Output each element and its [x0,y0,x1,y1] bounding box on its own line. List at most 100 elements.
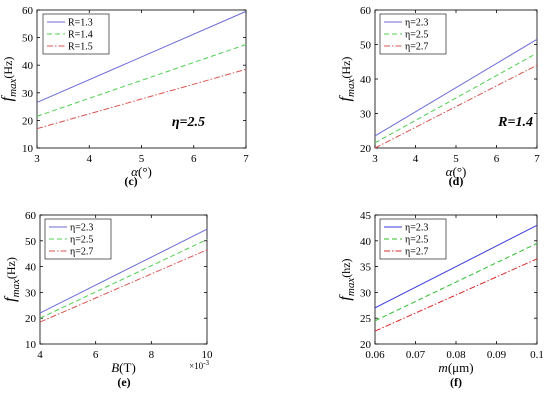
legend-label: η=2.3 [405,223,428,234]
x-axis-unit: (°) [138,164,152,179]
y-tick-label: 40 [360,74,372,86]
x-multiplier-exp: -3 [203,359,209,367]
chart-panel-2: 3 4 5 6 7 20 30 40 50 60 α(°) fmax(Hz) η=2.3η=2.5η=2… [337,5,540,179]
y-tick-label: 60 [25,210,37,222]
y-tick-label: 25 [360,313,372,325]
x-tick-label: 10 [202,349,214,361]
x-tick-label: 0.08 [446,349,466,361]
series-line-2 [36,44,247,117]
legend-box [379,13,447,55]
legend-label: η=2.3 [405,18,428,29]
y-tick-label: 10 [25,339,37,351]
y-tick-label: 45 [360,210,372,222]
y-tick-label: 20 [360,339,372,351]
x-tick-label: 0.1 [530,349,544,361]
x-tick-label: 6 [191,153,197,165]
x-tick-label: 6 [494,153,500,165]
legend-label: η=2.5 [405,30,428,41]
y-axis-label: fmax(Hz) [2,257,22,302]
legend-box [44,218,112,260]
y-tick-label: 20 [25,313,37,325]
series-line-2 [374,242,538,322]
x-tick-label: 0.07 [406,349,426,361]
x-axis-unit: (μm) [448,360,474,375]
y-tick-label: 30 [360,109,372,121]
x-axis-unit: (°) [452,164,466,179]
series-line-1 [374,224,538,309]
legend-label: η=2.5 [70,235,93,246]
x-axis-var: α [446,164,454,179]
legend-label: R=1.5 [68,42,93,53]
y-axis-sub: max [345,78,357,96]
x-tick-label: 4 [413,153,419,165]
legend-label: R=1.4 [68,30,93,41]
x-axis-label: α(°) [446,164,467,179]
legend-label: η=2.5 [405,235,428,246]
series-line-2 [39,239,208,319]
y-axis-var: f [2,295,19,302]
legend-label: η=2.3 [70,223,93,234]
y-tick-label: 30 [22,88,34,100]
legend-label: R=1.3 [68,18,93,29]
legend-box [379,218,447,260]
series-line-1 [39,228,208,314]
panel-caption: (c) [124,174,137,188]
chart-panel-3: 4 6 8 10102030405060×10-3B(T)fmax(Hz)η=2.3η… [2,210,213,375]
y-tick-label: 20 [22,115,34,127]
panel-caption: (e) [117,375,130,389]
y-axis-unit: (hz) [339,258,353,277]
x-axis-unit: (T) [119,360,136,375]
x-axis-label: α(°) [131,164,152,179]
x-tick-label: 8 [149,349,155,361]
x-tick-label: 5 [139,153,145,165]
y-tick-label: 60 [360,5,372,17]
x-tick-label: 7 [534,153,540,165]
series-line-2 [374,52,538,144]
series-line-3 [39,249,208,323]
x-tick-label: 6 [93,349,99,361]
legend-label: η=2.7 [405,247,428,258]
x-axis-label: m(μm) [438,360,473,375]
x-axis-var: m [438,360,447,375]
x-tick-label: 4 [87,153,93,165]
panel-annotation: η=2.5 [172,115,205,130]
y-tick-label: 10 [22,143,34,155]
y-axis-sub: max [7,78,19,96]
y-tick-label: 35 [360,262,372,274]
y-axis-var: f [337,94,354,101]
y-axis-var: f [337,294,354,301]
x-tick-label: 5 [453,153,459,165]
y-tick-label: 50 [360,40,372,52]
y-tick-label: 40 [22,60,34,72]
chart-panel-4: 0.06 0.07 0.08 0.09 0.1 20 25 30 35 40 45 m(μm) fmax… [337,210,544,375]
series-line-3 [36,68,247,130]
chart-panel-1: 3 4 5 6 7 10 20 30 40 50 60 α(°) fmax(Hz) R=1.3R=1.4R… [0,5,249,179]
panel-caption: (d) [449,174,464,188]
x-tick-label: 0.09 [487,349,507,361]
x-axis-var: α [131,164,139,179]
panel-caption: (f) [450,375,462,389]
x-tick-label: 4 [37,349,43,361]
y-axis-unit: (Hz) [1,57,15,79]
legend-label: η=2.7 [70,247,93,258]
y-tick-label: 40 [360,236,372,248]
legend-label: η=2.7 [405,42,428,53]
y-axis-label: fmax(Hz) [337,57,357,102]
panel-annotation: R=1.4 [497,115,533,130]
x-tick-label: 7 [243,153,249,165]
series-line-1 [36,10,247,103]
series-line-1 [374,38,538,137]
y-axis-var: f [0,94,16,101]
y-tick-label: 50 [25,236,37,248]
series-line-3 [374,64,538,149]
y-tick-label: 20 [360,143,372,155]
y-axis-label: fmax(hz) [337,258,357,300]
x-multiplier-base: ×10 [189,361,204,371]
y-tick-label: 60 [22,5,34,17]
legend-box [42,13,110,55]
x-tick-label: 3 [34,153,40,165]
y-axis-sub: max [345,278,357,296]
y-axis-unit: (Hz) [339,57,353,79]
y-axis-unit: (Hz) [4,257,18,279]
